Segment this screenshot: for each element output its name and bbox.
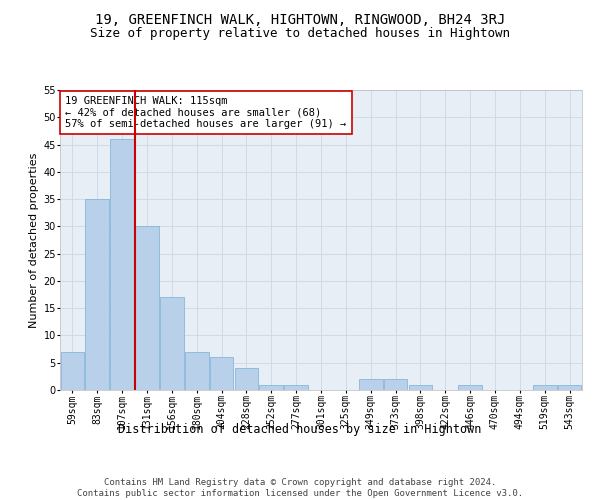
Text: Size of property relative to detached houses in Hightown: Size of property relative to detached ho… (90, 28, 510, 40)
Bar (409, 384, 432, 390)
Bar (558, 384, 581, 390)
Bar (384, 379, 407, 390)
Text: 19 GREENFINCH WALK: 115sqm
← 42% of detached houses are smaller (68)
57% of semi: 19 GREENFINCH WALK: 115sqm ← 42% of deta… (65, 96, 346, 129)
Text: 19, GREENFINCH WALK, HIGHTOWN, RINGWOOD, BH24 3RJ: 19, GREENFINCH WALK, HIGHTOWN, RINGWOOD,… (95, 12, 505, 26)
Bar (533, 384, 557, 390)
Bar (85, 199, 109, 390)
Text: Contains HM Land Registry data © Crown copyright and database right 2024.
Contai: Contains HM Land Registry data © Crown c… (77, 478, 523, 498)
Bar (235, 368, 258, 390)
Bar (458, 384, 482, 390)
Y-axis label: Number of detached properties: Number of detached properties (29, 152, 39, 328)
Bar (359, 379, 383, 390)
Bar (61, 352, 84, 390)
Bar (185, 352, 209, 390)
Bar (160, 298, 184, 390)
Bar (210, 358, 233, 390)
Bar (135, 226, 159, 390)
Text: Distribution of detached houses by size in Hightown: Distribution of detached houses by size … (118, 422, 482, 436)
Bar (110, 139, 134, 390)
Bar (259, 384, 283, 390)
Bar (284, 384, 308, 390)
